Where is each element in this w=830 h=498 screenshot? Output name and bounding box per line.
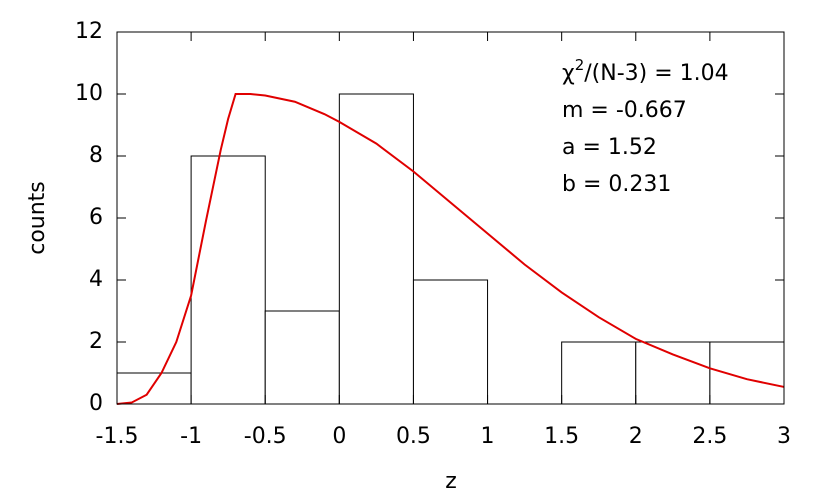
bar <box>338 93 414 405</box>
x-tick-label: -1 <box>180 424 202 449</box>
x-tick-label: 0 <box>332 424 346 449</box>
x-tick-label: 2.5 <box>692 424 727 449</box>
annotation-part: b = 0.231 <box>562 172 671 197</box>
y-tick-label: 2 <box>89 329 103 354</box>
y-tick-label: 12 <box>75 19 103 44</box>
x-tick-label: -0.5 <box>244 424 287 449</box>
y-tick-label: 0 <box>89 391 103 416</box>
x-axis-label: z <box>445 469 457 494</box>
x-tick-label: 2 <box>629 424 643 449</box>
x-tick-label: 1 <box>481 424 495 449</box>
annotation: m = -0.667 <box>562 98 687 123</box>
annotation: b = 0.231 <box>562 172 671 197</box>
x-tick-label: 1.5 <box>544 424 579 449</box>
x-tick-label: 0.5 <box>396 424 431 449</box>
annotation-part: m = -0.667 <box>562 98 687 123</box>
y-tick-label: 4 <box>89 267 103 292</box>
annotation-part: χ <box>562 61 575 86</box>
x-tick-label: -1.5 <box>96 424 139 449</box>
bar <box>190 155 266 405</box>
bar <box>561 341 637 405</box>
y-tick-label: 8 <box>89 143 103 168</box>
y-tick-label: 10 <box>75 81 103 106</box>
x-tick-label: 3 <box>777 424 791 449</box>
annotation-part: a = 1.52 <box>562 135 657 160</box>
annotation: a = 1.52 <box>562 135 657 160</box>
bar <box>709 341 785 405</box>
bar <box>116 372 192 405</box>
annotation-part: 2 <box>575 56 585 74</box>
y-tick-label: 6 <box>89 205 103 230</box>
bar <box>264 310 340 405</box>
bar <box>412 279 489 405</box>
annotation: χ2/(N-3) = 1.04 <box>562 56 729 87</box>
bar <box>635 341 711 405</box>
y-axis-label: counts <box>25 181 50 255</box>
annotation-part: /(N-3) = 1.04 <box>584 61 728 86</box>
fit-curve <box>116 93 785 405</box>
